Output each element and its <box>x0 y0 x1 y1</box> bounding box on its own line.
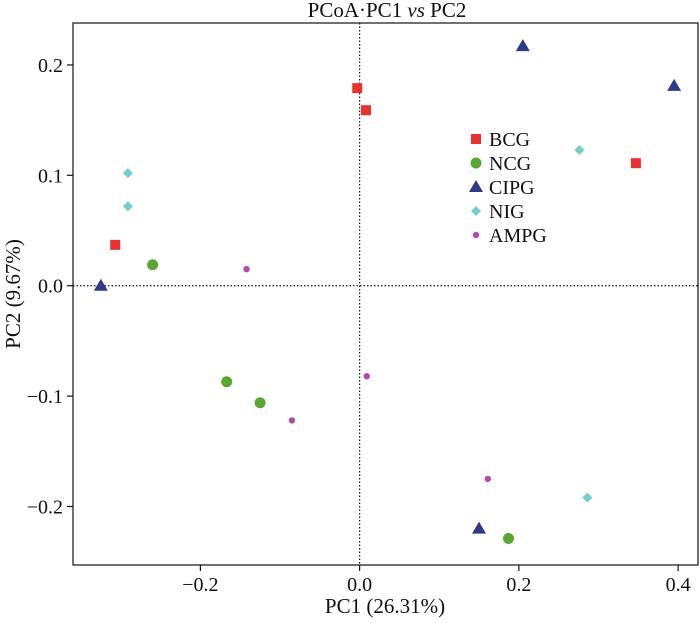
point-bcg <box>110 239 121 250</box>
point-cipg <box>515 39 530 52</box>
point-ncg <box>254 397 266 409</box>
point-ncg <box>503 533 515 545</box>
chart-title: PCoA·PC1 vs PC2 <box>308 0 467 22</box>
x-tick-label: 0.0 <box>347 574 372 596</box>
point-ampg <box>288 417 296 424</box>
legend-marker-cipg <box>469 180 483 192</box>
point-nig <box>574 144 585 155</box>
y-tick-label: −0.2 <box>27 496 63 518</box>
data-points <box>93 39 682 545</box>
legend-marker-ncg <box>470 157 482 169</box>
point-nig <box>122 201 133 212</box>
x-tick-label: 0.2 <box>506 574 531 596</box>
point-ncg <box>147 259 159 271</box>
point-cipg <box>472 521 487 534</box>
y-tick-label: 0.0 <box>38 276 63 298</box>
legend-marker-ampg <box>472 231 480 239</box>
legend-marker-bcg <box>471 134 481 144</box>
point-ampg <box>243 265 250 273</box>
legend-label-ampg: AMPG <box>489 225 547 247</box>
point-bcg <box>352 83 363 94</box>
legend-label-ncg: NCG <box>489 153 531 175</box>
point-ncg <box>221 376 233 388</box>
y-axis-label: PC2 (9.67%) <box>1 239 25 349</box>
x-axis-ticks: −0.2 0.0 0.2 0.4 <box>182 565 691 596</box>
point-nig <box>122 168 133 179</box>
legend-marker-nig <box>471 206 481 216</box>
x-tick-label: 0.4 <box>666 574 691 596</box>
y-tick-label: −0.1 <box>27 386 63 408</box>
point-cipg <box>93 278 108 291</box>
point-ampg <box>484 475 492 483</box>
y-axis-ticks: −0.2 −0.1 0.0 0.1 0.2 <box>27 55 73 518</box>
point-nig <box>582 492 593 503</box>
x-axis-label: PC1 (26.31%) <box>325 594 445 618</box>
legend-label-cipg: CIPG <box>489 177 535 199</box>
y-tick-label: 0.2 <box>38 55 63 77</box>
point-ampg <box>363 373 370 380</box>
x-tick-label: −0.2 <box>182 574 218 596</box>
legend-label-bcg: BCG <box>489 129 530 151</box>
y-tick-label: 0.1 <box>38 165 63 187</box>
plot-area-frame <box>72 22 699 566</box>
point-bcg <box>630 158 641 169</box>
point-bcg <box>360 105 371 116</box>
legend-label-nig: NIG <box>489 201 525 223</box>
point-cipg <box>667 78 682 91</box>
